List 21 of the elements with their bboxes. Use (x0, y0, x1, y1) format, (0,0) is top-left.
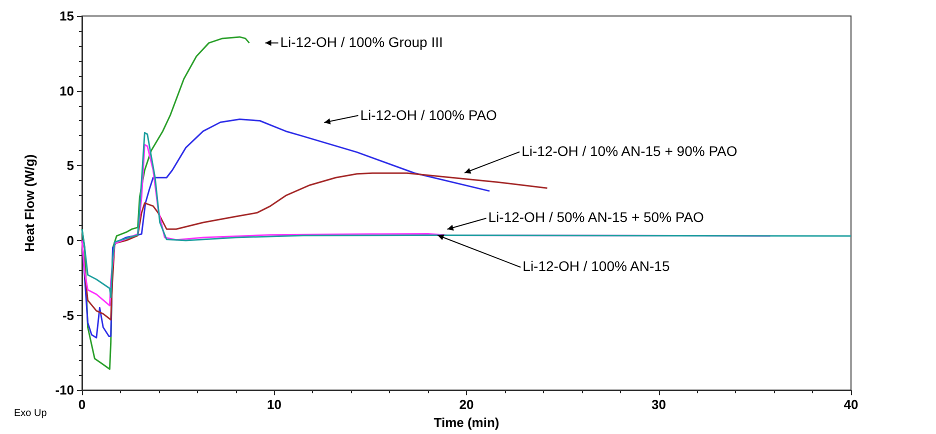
x-tick-label: 30 (652, 397, 666, 412)
y-tick-label: -10 (55, 382, 74, 398)
x-tick-label: 40 (844, 397, 858, 412)
line-series (81, 118, 490, 338)
x-tick-label: 0 (78, 397, 86, 412)
y-axis-title: Heat Flow (W/g) (22, 154, 37, 252)
x-axis-title: Time (min) (434, 415, 500, 430)
x-tick-label: 20 (459, 397, 474, 412)
text: Exo Up (14, 408, 47, 419)
x-tick-label: 10 (267, 397, 282, 412)
series-label: Li-12-OH / 10% AN-15 + 90% PAO (522, 142, 738, 159)
y-tick-label: -5 (62, 308, 74, 323)
text: Li-12-OH / 100% PAO (360, 106, 497, 123)
y-tick-label: 5 (66, 158, 74, 174)
series-label: Li-12-OH / 100% AN-15 (522, 258, 670, 274)
y-tick-label: 10 (60, 83, 74, 98)
line-series (81, 132, 852, 298)
y-tick-label: 0 (66, 232, 74, 248)
text: Li-12-OH / 100% Group III (280, 34, 443, 50)
series-label: Li-12-OH / 50% AN-15 + 50% PAO (488, 209, 704, 226)
y-tick-label: 15 (60, 8, 74, 24)
